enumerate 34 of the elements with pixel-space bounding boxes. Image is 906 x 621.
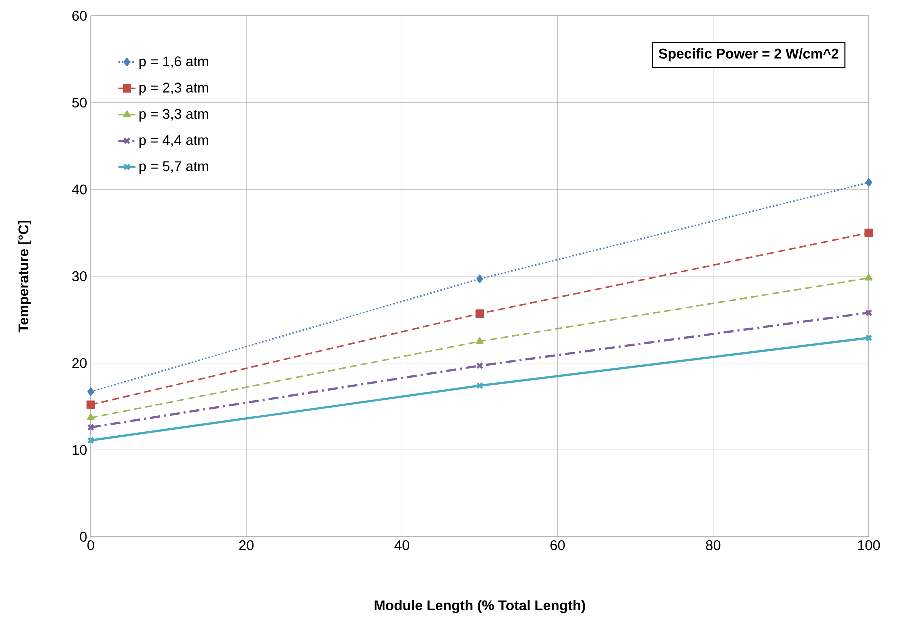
x-axis-title: Module Length (% Total Length) <box>374 600 586 614</box>
annotation: Specific Power = 2 W/cm^2 <box>659 48 839 62</box>
legend-label: p = 2,3 atm <box>140 82 208 96</box>
point <box>866 178 872 187</box>
x-tick-label: 40 <box>394 540 410 550</box>
point <box>865 309 873 317</box>
point <box>476 382 484 390</box>
point <box>87 414 95 421</box>
point <box>87 424 95 432</box>
y-tick-label: 10 <box>72 445 87 456</box>
x-tick-label: 20 <box>240 540 254 550</box>
x-tick-label: 80 <box>706 540 721 550</box>
point <box>86 400 96 410</box>
legend-label: p = 5,7 atm <box>140 162 208 174</box>
x-tick-label: 100 <box>858 540 880 550</box>
y-tick-label: 40 <box>72 184 87 195</box>
point <box>476 337 484 344</box>
legend-label: p = 3,3 atm <box>140 109 208 122</box>
y-tick-label: 50 <box>72 98 87 108</box>
legend-label: p = 1,6 atm <box>140 56 208 70</box>
y-axis-title: Temperature [°C] <box>18 220 32 333</box>
y-tick-label: 0 <box>80 532 87 542</box>
y-tick-label: 20 <box>72 358 87 368</box>
point <box>476 362 484 370</box>
point <box>864 228 874 238</box>
y-tick-label: 60 <box>72 11 87 21</box>
legend-label: p = 4,4 atm <box>140 135 208 148</box>
point <box>88 388 94 396</box>
point <box>476 274 484 284</box>
y-tick-label: 30 <box>72 272 87 282</box>
x-tick-label: 0 <box>88 540 94 550</box>
x-tick-label: 60 <box>550 540 566 550</box>
point <box>865 274 873 281</box>
point <box>476 310 484 318</box>
